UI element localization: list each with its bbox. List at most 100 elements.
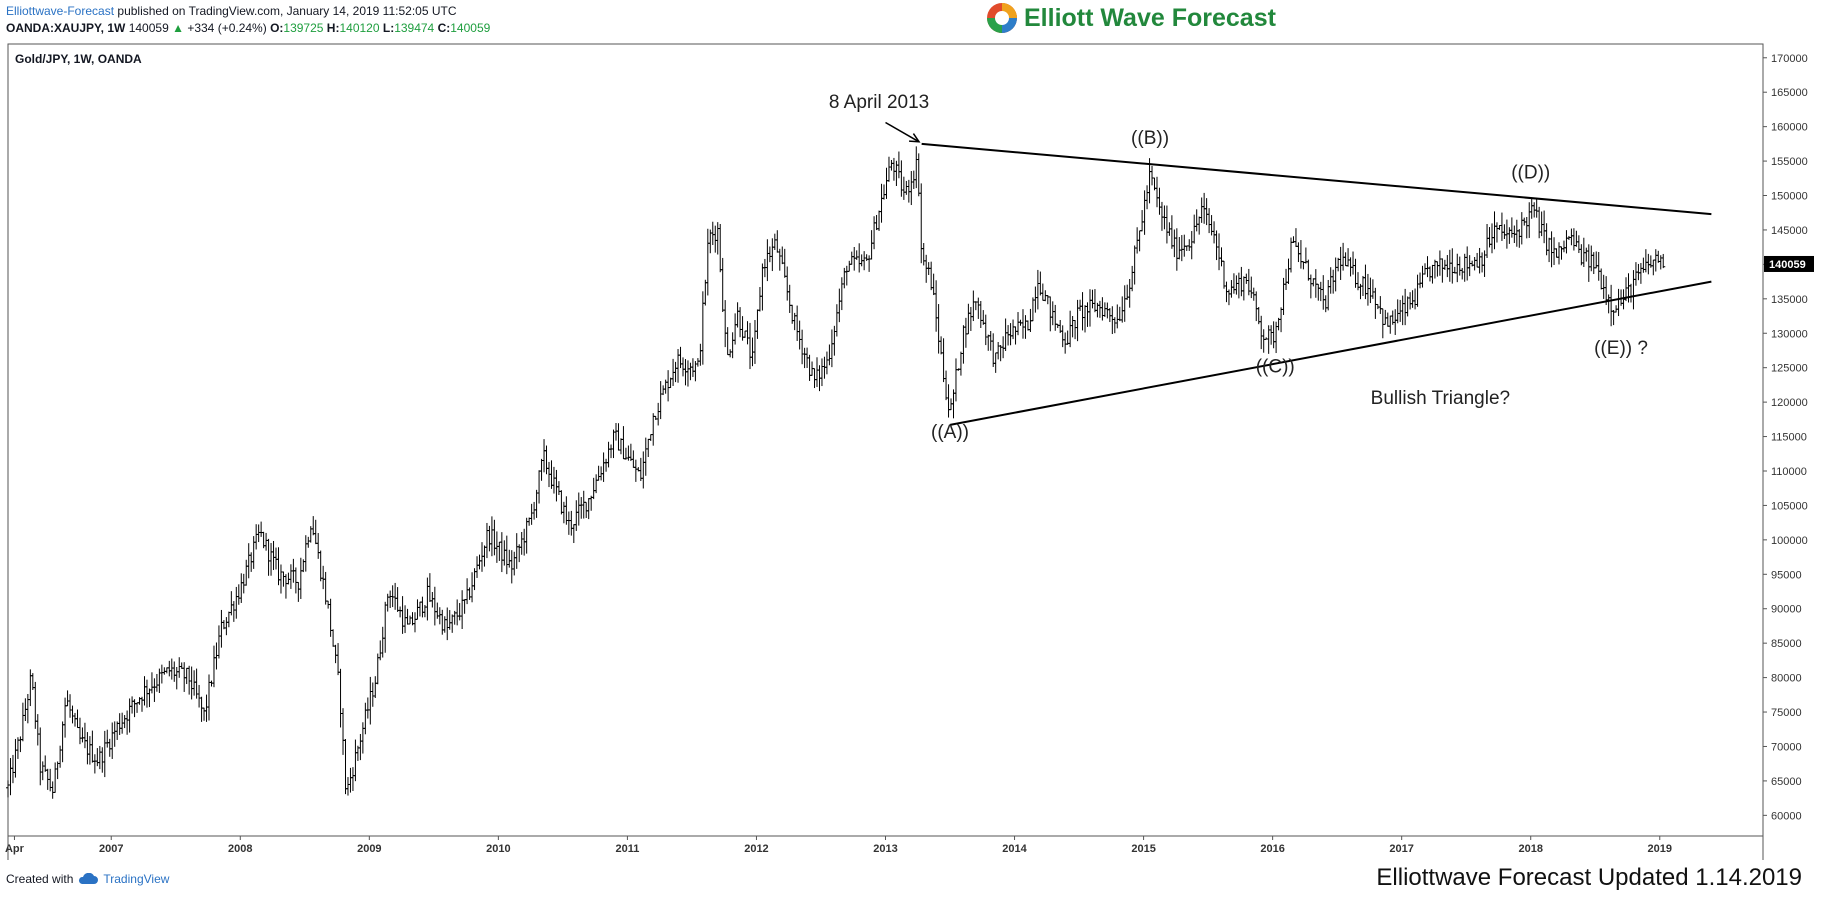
ohlc-bar bbox=[661, 385, 666, 396]
ohlc-bar bbox=[499, 532, 504, 573]
ohlc-bar bbox=[1038, 271, 1043, 296]
ohlc-bar bbox=[1517, 229, 1522, 248]
ohlc-bar bbox=[333, 644, 338, 664]
ohlc-bar bbox=[293, 567, 298, 594]
symbol-label: OANDA:XAUJPY, 1W bbox=[6, 21, 126, 35]
ohlc-bar bbox=[651, 413, 656, 446]
ohlc-bar bbox=[10, 754, 15, 784]
ohlc-bar bbox=[1174, 228, 1179, 271]
ohlc-bar bbox=[1169, 215, 1174, 249]
ohlc-bar bbox=[688, 362, 693, 381]
ohlc-bar bbox=[33, 681, 38, 729]
ohlc-bar bbox=[626, 445, 631, 461]
ohlc-bar bbox=[941, 338, 946, 383]
ohlc-bar bbox=[1207, 208, 1212, 234]
ohlc-bar bbox=[1090, 289, 1095, 309]
ohlc-bar bbox=[539, 458, 544, 481]
time-axis[interactable]: Apr 2007 2008 2009 2010 2011 2012 2013 2014 2015 2… bbox=[5, 836, 1672, 855]
wave-label: ((A)) bbox=[931, 422, 969, 443]
ohlc-bar bbox=[1040, 283, 1045, 301]
ohlc-bar bbox=[1646, 253, 1651, 275]
ohlc-bar bbox=[415, 599, 420, 620]
ohlc-bar bbox=[152, 678, 157, 702]
ohlc-bar bbox=[1048, 296, 1053, 332]
ohlc-bar bbox=[529, 503, 534, 525]
ohlc-bar bbox=[1177, 237, 1182, 260]
ohlc-bar bbox=[1221, 260, 1226, 289]
ohlc-bar bbox=[1199, 197, 1204, 223]
ohlc-bar bbox=[976, 297, 981, 319]
ohlc-bar bbox=[981, 310, 986, 325]
ohlc-bar bbox=[1542, 210, 1547, 244]
ohlc-bar bbox=[628, 443, 633, 462]
ohlc-bar bbox=[765, 239, 770, 282]
ohlc-bar bbox=[82, 722, 87, 749]
trendlines bbox=[921, 142, 1712, 426]
ohlc-bar bbox=[586, 498, 591, 520]
ohlc-bar bbox=[770, 238, 775, 272]
ohlc-bar bbox=[1321, 275, 1326, 310]
ohlc-bar bbox=[1078, 299, 1083, 312]
wave-label: Bullish Triangle? bbox=[1371, 388, 1510, 409]
ohlc-bar bbox=[149, 672, 154, 694]
ohlc-bar bbox=[606, 441, 611, 468]
ohlc-bar bbox=[685, 360, 690, 387]
ohlc-bar bbox=[904, 180, 909, 195]
ohlc-bar bbox=[936, 304, 941, 354]
ohlc-bar bbox=[991, 333, 996, 367]
ohlc-bar bbox=[20, 702, 25, 742]
ohlc-bar bbox=[465, 578, 470, 605]
price-tick-label: 110000 bbox=[1771, 466, 1807, 478]
ohlc-bar bbox=[316, 533, 321, 559]
ohlc-bar bbox=[1296, 242, 1301, 263]
ohlc-bar bbox=[591, 477, 596, 500]
ohlc-bar bbox=[1457, 256, 1462, 276]
ohlc-bar bbox=[1418, 272, 1423, 289]
ohlc-bar bbox=[286, 572, 291, 585]
time-tick-label: 2017 bbox=[1389, 843, 1413, 855]
ohlc-bar bbox=[1214, 230, 1219, 261]
ohlc-bar bbox=[1415, 274, 1420, 307]
high-value: 140120 bbox=[339, 21, 380, 35]
price-tick-label: 70000 bbox=[1771, 741, 1802, 753]
ohlc-bar bbox=[400, 596, 405, 634]
ohlc-bar bbox=[780, 246, 785, 265]
ohlc-bar bbox=[509, 550, 514, 584]
ohlc-bar bbox=[1249, 276, 1254, 299]
ohlc-legend: OANDA:XAUJPY, 1W 140059 ▲ +334 (+0.24%) … bbox=[6, 21, 490, 35]
created-with-text: Created with bbox=[6, 872, 74, 886]
price-tick-label: 90000 bbox=[1771, 604, 1802, 616]
ohlc-bar bbox=[1142, 190, 1147, 235]
tradingview-link[interactable]: TradingView bbox=[103, 872, 170, 886]
ohlc-bar bbox=[234, 586, 239, 619]
ohlc-bar bbox=[236, 584, 241, 605]
price-tick-label: 155000 bbox=[1771, 156, 1808, 168]
ohlc-bar bbox=[715, 222, 720, 255]
price-chart[interactable]: Gold/JPY, 1W, OANDA 60000 65000 70000 75000… bbox=[0, 0, 1828, 860]
ohlc-bar bbox=[65, 690, 70, 707]
ohlc-bar bbox=[1427, 266, 1432, 282]
ohlc-bar bbox=[882, 184, 887, 200]
ohlc-bar bbox=[420, 596, 425, 618]
price-axis[interactable]: 60000 65000 70000 75000 80000 85000 90000 95000… bbox=[1763, 53, 1808, 823]
ohlc-bar bbox=[348, 767, 353, 793]
ohlc-bar bbox=[504, 535, 509, 575]
ohlc-bar bbox=[174, 667, 179, 690]
ohlc-bar bbox=[1494, 222, 1499, 243]
ohlc-bar bbox=[430, 592, 435, 608]
ohlc-bar bbox=[1271, 321, 1276, 349]
ohlc-bar bbox=[914, 146, 919, 189]
publisher-link[interactable]: Elliottwave-Forecast bbox=[6, 4, 115, 18]
ohlc-bar bbox=[256, 524, 261, 543]
ohlc-bar bbox=[323, 571, 328, 605]
ohlc-bar bbox=[1346, 248, 1351, 267]
ohlc-bar bbox=[239, 573, 244, 603]
ohlc-bar bbox=[559, 490, 564, 515]
ohlc-bar bbox=[182, 662, 187, 692]
ohlc-bar bbox=[1601, 274, 1606, 299]
ohlc-bar bbox=[1338, 246, 1343, 280]
wave-label: ((C)) bbox=[1256, 357, 1295, 378]
ohlc-bar bbox=[584, 501, 589, 519]
ohlc-bar bbox=[748, 322, 753, 370]
ohlc-bar bbox=[1460, 267, 1465, 280]
